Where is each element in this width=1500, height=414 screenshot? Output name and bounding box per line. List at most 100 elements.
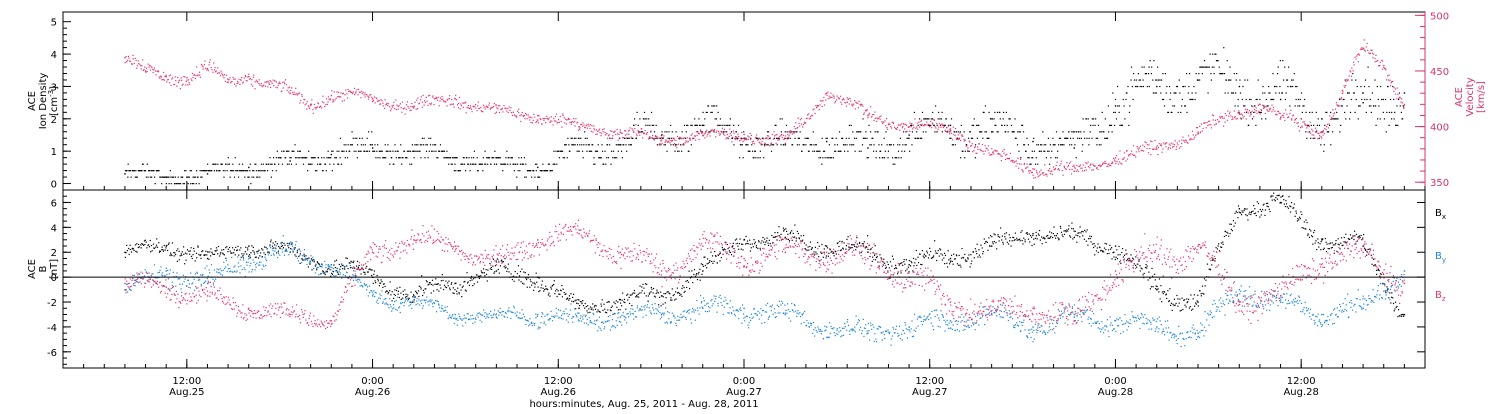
- ion-density-series-point: [1052, 144, 1054, 146]
- ion-density-series-point: [337, 163, 339, 165]
- velocity-series-point: [577, 129, 580, 131]
- velocity-series-point: [901, 127, 903, 129]
- ion-density-series-point: [1286, 79, 1288, 81]
- ion-density-series-point: [722, 131, 725, 133]
- velocity-series-point: [420, 99, 422, 101]
- ion-density-series-point: [940, 118, 942, 120]
- ion-density-series-point: [988, 111, 990, 114]
- ion-density-series-point: [1126, 92, 1128, 94]
- ion-density-series-point: [141, 163, 144, 165]
- bx-series-point: [879, 254, 881, 256]
- velocity-series-point: [636, 134, 638, 137]
- velocity-series-point: [370, 93, 372, 96]
- bx-series-point: [220, 251, 222, 254]
- ion-density-series-point: [740, 144, 742, 146]
- velocity-series-point: [1366, 42, 1368, 44]
- velocity-series-point: [1301, 125, 1303, 127]
- ion-density-series-point: [649, 124, 651, 126]
- velocity-series-point: [483, 104, 485, 106]
- velocity-series-point: [165, 74, 167, 76]
- ion-density-series-point: [339, 157, 341, 159]
- velocity-series-point: [1033, 177, 1035, 179]
- bx-series-point: [1077, 235, 1079, 237]
- velocity-series-point: [675, 139, 677, 141]
- velocity-series-point: [380, 99, 382, 101]
- velocity-series-point: [172, 77, 174, 79]
- ion-density-series-point: [774, 124, 776, 126]
- velocity-series-point: [166, 81, 168, 83]
- ion-density-series-point: [419, 150, 421, 152]
- velocity-series-point: [262, 86, 264, 88]
- bx-series-point: [356, 260, 359, 262]
- ion-density-series-point: [1167, 111, 1169, 114]
- ion-density-series-point: [1161, 98, 1164, 101]
- bx-series-point: [516, 273, 519, 275]
- ion-density-series-point: [484, 150, 486, 152]
- ion-density-series-point: [745, 144, 747, 146]
- ion-density-series-point: [857, 131, 859, 133]
- bx-series-point: [855, 249, 857, 251]
- velocity-series-point: [565, 118, 567, 120]
- bx-series-point: [1168, 299, 1170, 302]
- ion-density-series-point: [736, 137, 738, 139]
- ion-density-series-point: [453, 170, 456, 172]
- velocity-series-point: [242, 81, 245, 83]
- bx-series-point: [1001, 235, 1004, 237]
- bx-series-point: [917, 262, 920, 264]
- bx-series-point: [662, 303, 664, 305]
- bx-series-point: [463, 281, 465, 283]
- bx-series-point: [788, 240, 791, 242]
- velocity-series-point: [959, 139, 962, 141]
- velocity-series-point: [1174, 140, 1176, 142]
- bx-series-point: [182, 246, 185, 248]
- ion-density-series-point: [411, 163, 413, 165]
- ion-density-series-point: [1303, 98, 1306, 101]
- bx-series-point: [725, 241, 727, 243]
- bx-series-point: [348, 262, 350, 264]
- bx-series-point: [631, 305, 633, 307]
- bx-series-point: [1215, 247, 1217, 249]
- velocity-series-point: [672, 137, 674, 139]
- velocity-series-point: [1164, 143, 1166, 145]
- velocity-series-point: [1165, 146, 1167, 148]
- velocity-series-point: [449, 95, 451, 97]
- bx-series-point: [874, 259, 877, 261]
- ion-density-series-point: [889, 144, 891, 146]
- velocity-series-point: [775, 142, 777, 144]
- ion-density-series-point: [134, 176, 136, 178]
- bx-series-point: [1197, 301, 1199, 303]
- ion-density-series-point: [1243, 105, 1245, 107]
- ion-density-series-point: [777, 137, 779, 139]
- bx-series-point: [1035, 231, 1037, 234]
- bx-series-point: [1088, 238, 1090, 240]
- bx-series-point: [303, 255, 305, 257]
- velocity-series-point: [1272, 106, 1275, 109]
- bx-series-point: [404, 289, 406, 291]
- velocity-series-point: [589, 127, 591, 130]
- ion-density-series-point: [1230, 79, 1232, 81]
- ion-density-series-point: [1295, 98, 1297, 101]
- velocity-series-point: [963, 140, 965, 142]
- ion-density-series-point: [1332, 131, 1334, 133]
- velocity-series-point: [333, 91, 335, 93]
- bx-series-point: [710, 251, 712, 253]
- ion-density-series-point: [371, 131, 373, 133]
- velocity-series-point: [1341, 89, 1343, 91]
- velocity-series-point: [476, 109, 478, 112]
- velocity-series-point: [1295, 117, 1297, 120]
- velocity-series-point: [512, 111, 515, 113]
- velocity-series-point: [1219, 116, 1221, 118]
- ion-density-series-point: [167, 176, 169, 178]
- bx-series-point: [331, 273, 334, 276]
- bx-series-point: [577, 299, 579, 301]
- velocity-series-point: [728, 135, 730, 138]
- bx-series-point: [984, 242, 986, 245]
- ion-density-series-point: [1309, 111, 1311, 114]
- ion-density-series-point: [259, 176, 261, 178]
- ion-density-series-point: [765, 137, 767, 139]
- ion-density-series-point: [1397, 124, 1399, 126]
- bx-series-point: [816, 253, 818, 255]
- bx-series-point: [366, 265, 368, 268]
- ion-density-series-point: [1060, 144, 1062, 146]
- velocity-series-point: [518, 112, 520, 114]
